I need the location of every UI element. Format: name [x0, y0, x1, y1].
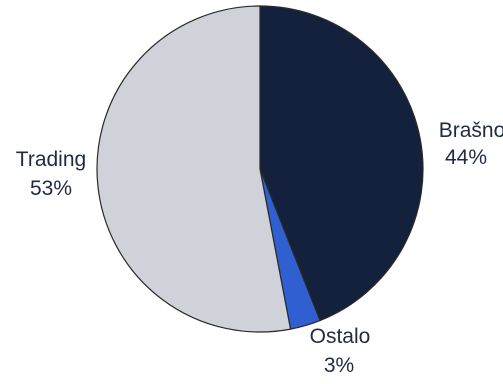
slice-label-brasno-name: Brašno [439, 119, 503, 142]
slice-label-ostalo-value: 3% [324, 354, 354, 377]
slice-label-ostalo-name: Ostalo [310, 325, 371, 348]
slice-label-brasno-value: 44% [445, 146, 487, 169]
slices-layer [96, 5, 424, 333]
slice-label-trading-value: 53% [30, 177, 72, 200]
pie-slice-brasno [259, 5, 424, 322]
slice-label-trading-name: Trading [16, 148, 86, 171]
pie-slice-trading [96, 5, 292, 333]
labels-layer: Brašno 44% Ostalo 3% Trading 53% [16, 119, 503, 377]
